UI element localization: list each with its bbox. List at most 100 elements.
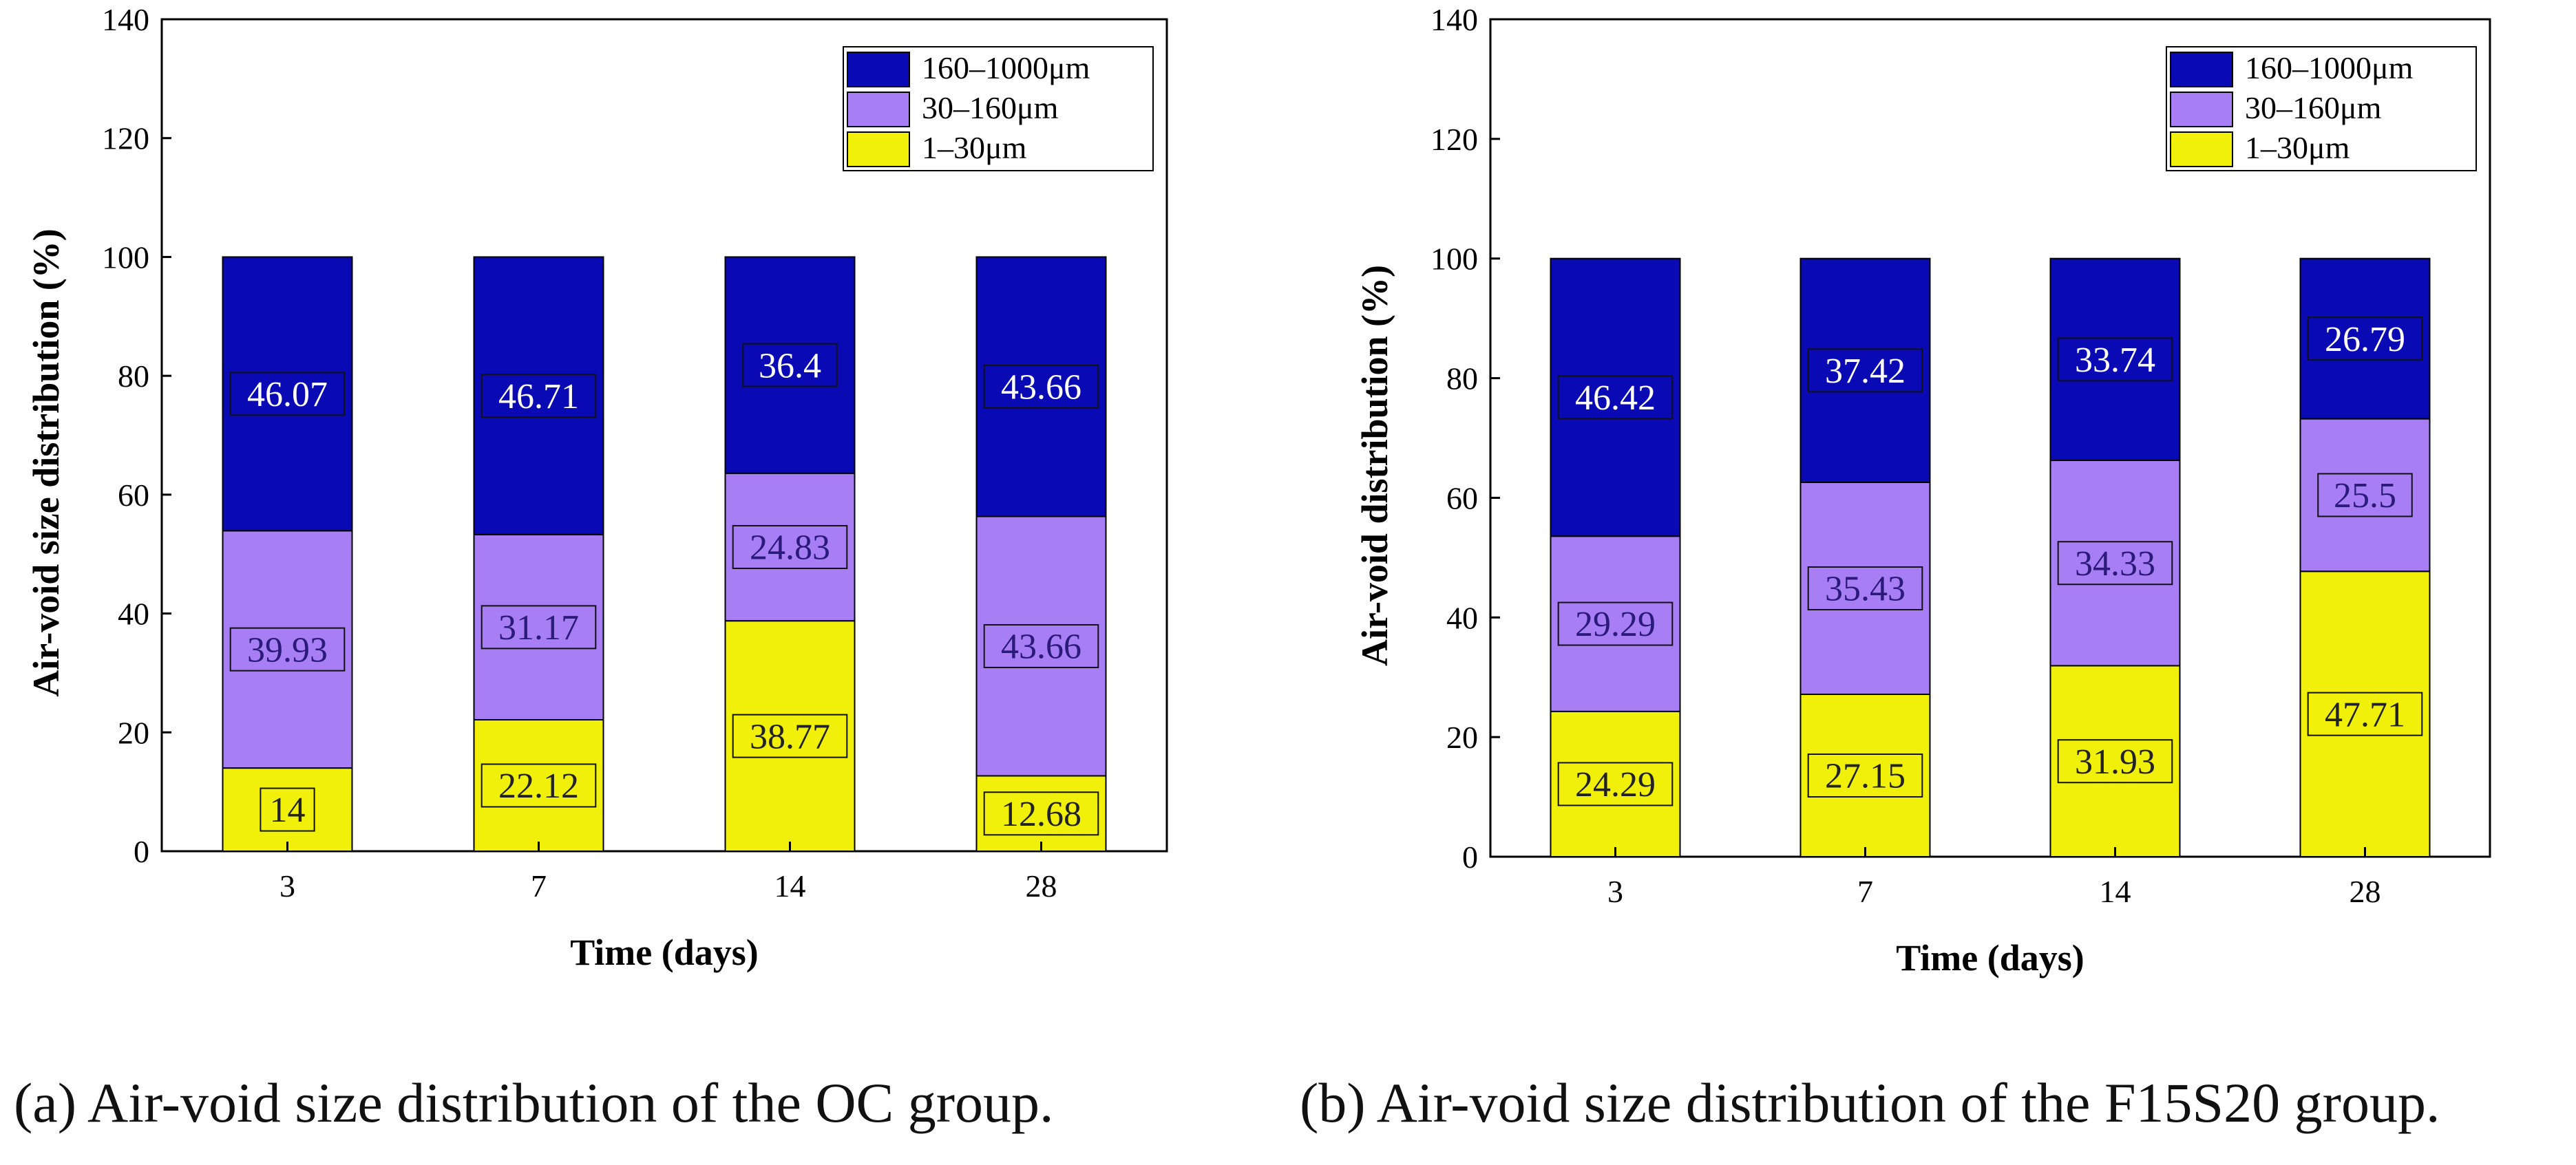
bar-segment-30-160-m — [473, 533, 604, 720]
legend-label: 160–1000μm — [2245, 50, 2414, 85]
legend-swatch — [847, 52, 910, 87]
y-tick-label: 0 — [1462, 840, 1478, 875]
x-tick-label: 14 — [2100, 874, 2131, 909]
data-label: 31.93 — [2075, 742, 2155, 782]
data-label-box — [1807, 566, 1923, 610]
y-tick-label: 100 — [102, 239, 149, 275]
data-label: 25.5 — [2334, 476, 2396, 515]
data-label: 34.33 — [2075, 544, 2155, 584]
bar-segment-30-160-m — [2049, 460, 2181, 667]
x-axis-title: Time (days) — [1896, 937, 2084, 979]
data-label-box — [2307, 317, 2423, 361]
y-axis-title: Air-void size distribution (%) — [25, 228, 67, 696]
legend-swatch — [847, 131, 910, 167]
data-label: 36.4 — [759, 346, 821, 385]
y-tick-label: 100 — [1430, 242, 1478, 277]
y-tick-label: 60 — [1446, 480, 1478, 515]
legend-label: 30–160μm — [2245, 90, 2382, 125]
data-label-box — [229, 372, 346, 416]
data-label: 46.07 — [247, 375, 328, 414]
data-label-box — [983, 791, 1099, 836]
bar-segment-1-30-m — [2049, 665, 2181, 857]
legend: 160–1000μm 30–160μm 1–30μm — [843, 46, 1154, 171]
chart-panel-a: 14 39.93 46.07 22.12 31.17 46.71 38.77 24.83 36.… — [14, 2, 1168, 1134]
bar-segment-1-30-m — [724, 620, 856, 852]
data-label: 12.68 — [1001, 795, 1081, 834]
data-label: 43.66 — [1001, 368, 1081, 407]
data-label-box — [260, 787, 315, 832]
plot-frame — [160, 18, 1168, 853]
bar-segment-160-1000-m — [473, 256, 604, 535]
bar-segment-1-30-m — [473, 718, 604, 853]
data-label-box — [983, 623, 1099, 668]
data-label-box — [481, 605, 597, 650]
legend-label: 1–30μm — [922, 130, 1027, 165]
data-label-box — [2307, 692, 2423, 736]
y-axis-ticks: 0 20 40 60 80 100 120 140 — [1430, 2, 1500, 875]
legend: 160–1000μm 30–160μm 1–30μm — [2166, 46, 2477, 171]
data-label: 31.17 — [498, 608, 579, 648]
bar-segment-1-30-m — [1799, 693, 1931, 858]
data-label: 47.71 — [2325, 695, 2405, 734]
data-label: 24.29 — [1575, 765, 1656, 804]
y-tick-label: 40 — [1446, 600, 1478, 635]
bar-segment-160-1000-m — [724, 256, 856, 474]
bar-segment-30-160-m — [2299, 418, 2431, 573]
x-tick-label: 3 — [279, 868, 295, 904]
bar-segment-30-160-m — [1799, 482, 1931, 695]
legend-swatch — [2170, 131, 2233, 167]
legend-swatch — [2170, 92, 2233, 127]
bar-segment-160-1000-m — [1799, 257, 1931, 484]
data-label: 39.93 — [247, 630, 328, 670]
data-label: 22.12 — [498, 767, 579, 806]
data-label: 29.29 — [1575, 605, 1656, 644]
x-tick-label: 14 — [774, 868, 806, 904]
data-label-box — [983, 364, 1099, 409]
data-label: 35.43 — [1825, 570, 1905, 609]
x-tick-label: 28 — [2350, 874, 2381, 909]
data-label: 43.66 — [1001, 628, 1081, 667]
y-tick-label: 0 — [134, 834, 149, 869]
data-label: 33.74 — [2075, 341, 2155, 380]
data-label: 38.77 — [750, 717, 830, 756]
y-tick-label: 80 — [118, 359, 149, 394]
bar-segment-160-1000-m — [222, 256, 353, 532]
y-tick-label: 40 — [118, 597, 149, 632]
plot-area — [160, 18, 1168, 853]
data-label-box — [1807, 753, 1923, 798]
x-axis-ticks: 3 7 14 28 — [279, 842, 1057, 904]
data-label-box — [2317, 473, 2413, 517]
legend-swatch — [847, 92, 910, 127]
data-label-box — [732, 714, 848, 758]
data-label-box — [742, 343, 838, 387]
bar-segment-160-1000-m — [1550, 257, 1681, 537]
x-tick-label: 3 — [1607, 874, 1623, 909]
bar-segment-30-160-m — [1550, 535, 1681, 712]
y-tick-label: 20 — [118, 715, 149, 750]
data-label: 24.83 — [750, 528, 830, 568]
x-tick-label: 7 — [1857, 874, 1873, 909]
data-label: 27.15 — [1825, 757, 1905, 796]
data-label-box — [732, 524, 848, 569]
y-axis-title: Air-void distribution (%) — [1354, 265, 1395, 666]
y-tick-label: 60 — [118, 478, 149, 513]
data-label-box — [1557, 762, 1674, 806]
data-label-box — [2057, 739, 2173, 784]
bar-segment-30-160-m — [222, 530, 353, 769]
data-label: 37.42 — [1825, 352, 1905, 391]
y-axis-ticks: 0 20 40 60 80 100 120 140 — [102, 2, 171, 869]
chart-panel-b: 24.29 29.29 46.42 27.15 35.43 37.42 31.93 34.33… — [1300, 2, 2491, 1134]
y-tick-label: 80 — [1446, 361, 1478, 396]
panel-caption: (a) Air-void size distribution of the OC… — [14, 1071, 1054, 1134]
bar-stack-group: 14 39.93 46.07 22.12 31.17 46.71 38.77 24.83 36.… — [222, 256, 1107, 853]
plot-frame — [1489, 18, 2491, 858]
x-tick-label: 7 — [531, 868, 547, 904]
y-tick-label: 120 — [102, 121, 149, 156]
data-label-box — [1807, 348, 1923, 393]
bar-segment-30-160-m — [975, 515, 1107, 777]
legend-label: 1–30μm — [2245, 130, 2350, 165]
y-tick-label: 120 — [1430, 122, 1478, 157]
y-tick-label: 140 — [102, 2, 149, 37]
